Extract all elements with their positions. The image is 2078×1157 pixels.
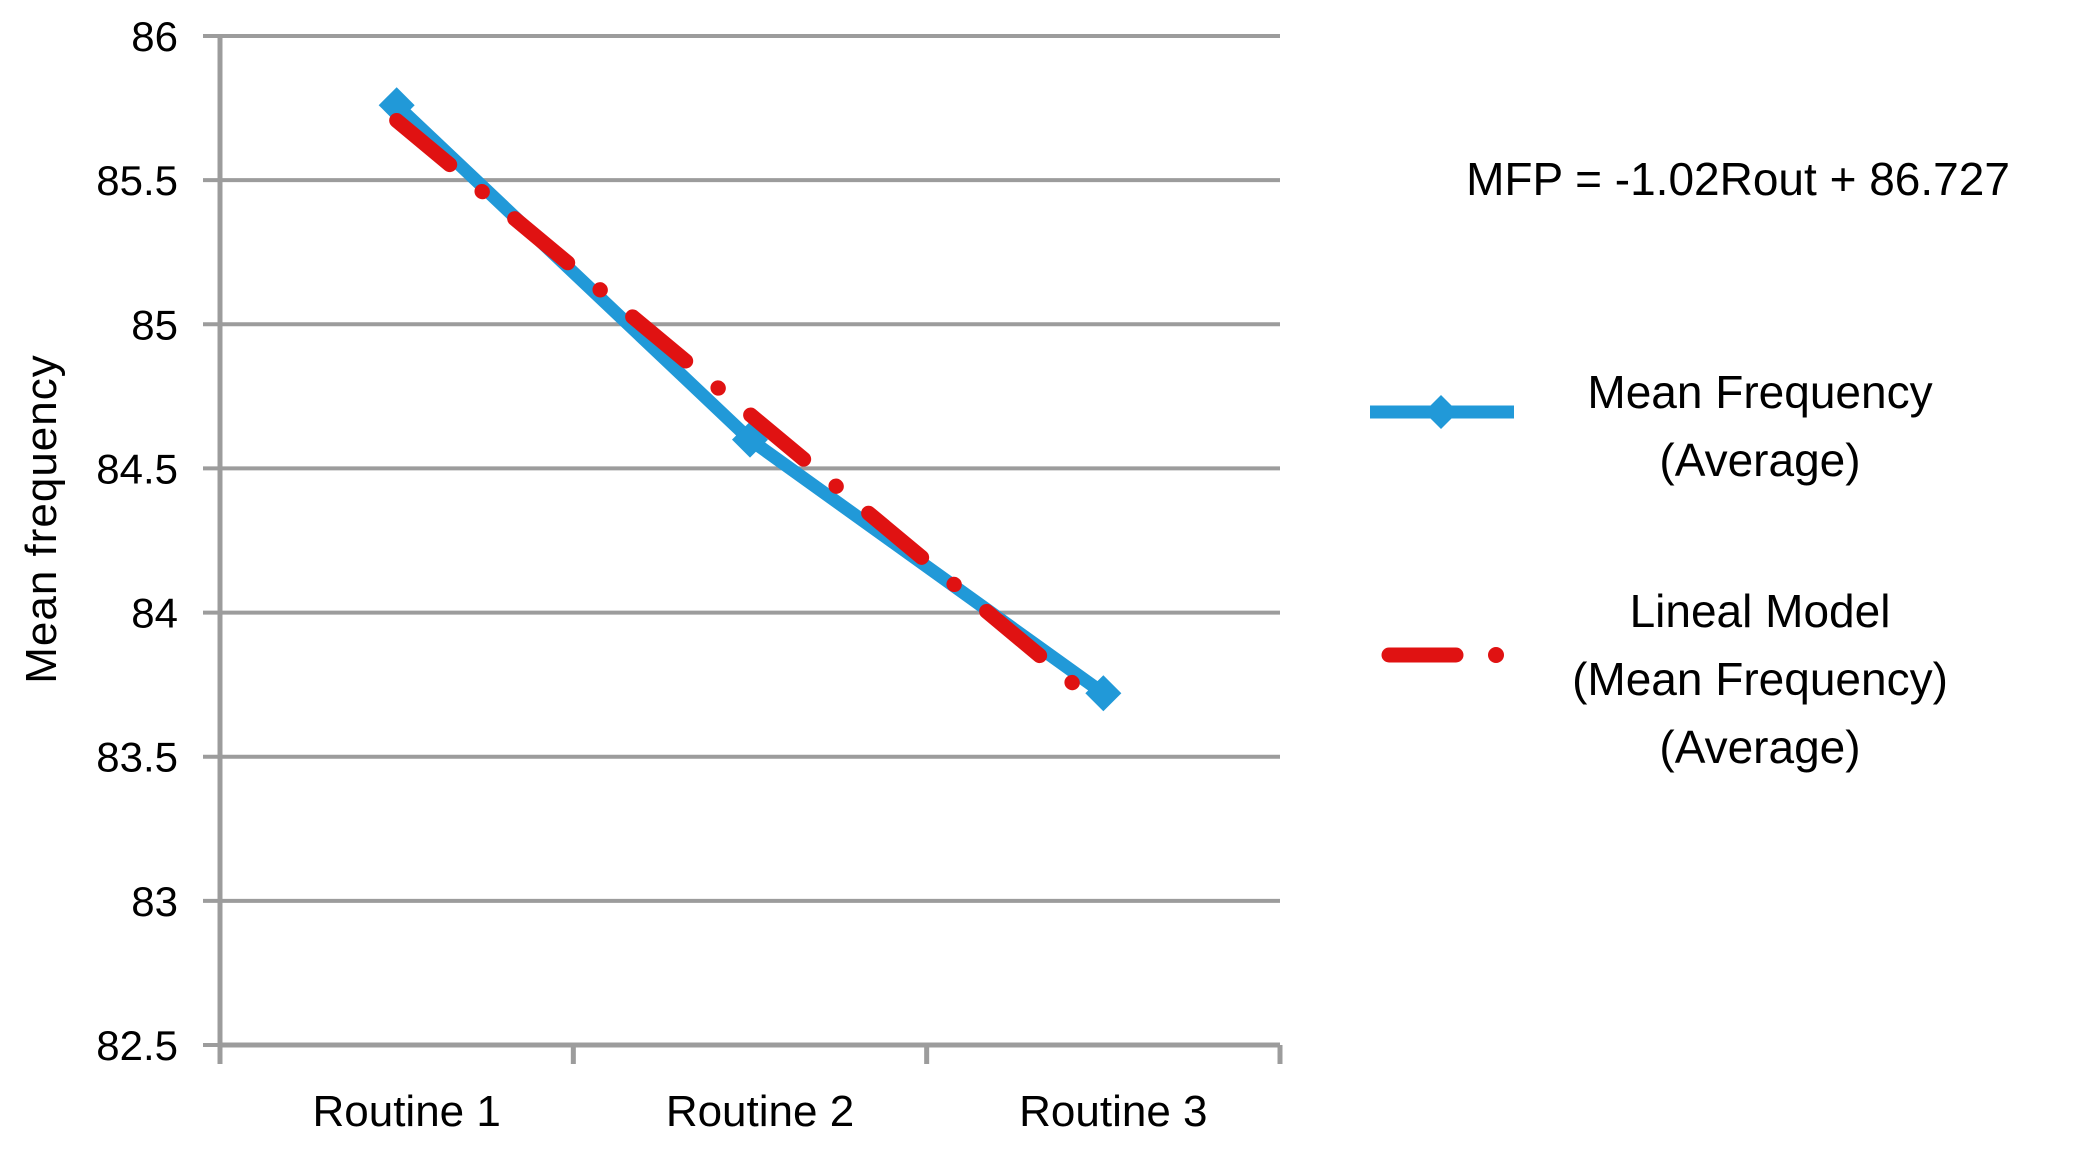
y-tick-label: 85 xyxy=(131,301,178,348)
mean-frequency-line xyxy=(392,100,1108,699)
legend-label-mean-frequency: Mean Frequency (Average) xyxy=(1520,358,2000,494)
trendline-equation-label: MFP = -1.02Rout + 86.727 xyxy=(1466,153,2010,205)
data-point-diamond-marker xyxy=(1085,675,1122,712)
legend-label-line: (Average) xyxy=(1659,434,1861,486)
x-category-label: Routine 1 xyxy=(312,1087,500,1136)
y-tick-label: 83.5 xyxy=(96,734,178,781)
legend-label-line: Mean Frequency xyxy=(1587,366,1933,418)
legend-label-lineal-model: Lineal Model (Mean Frequency) (Average) xyxy=(1520,577,2000,781)
legend: Mean Frequency (Average) Lineal Model (M… xyxy=(1350,340,2078,820)
x-category-label: Routine 3 xyxy=(1019,1087,1207,1136)
lineal-model-trendline xyxy=(389,112,1111,717)
data-point-diamond-marker xyxy=(378,87,415,124)
legend-label-line: (Mean Frequency) xyxy=(1572,653,1948,705)
x-category-label: Routine 2 xyxy=(666,1087,854,1136)
y-tick-label: 83 xyxy=(131,878,178,925)
legend-blue-line-diamond-marker-icon xyxy=(1370,395,1514,429)
legend-label-line: Lineal Model xyxy=(1629,585,1891,637)
y-tick-label: 85.5 xyxy=(96,157,178,204)
y-tick-label: 84.5 xyxy=(96,445,178,492)
legend-red-dash-dot-marker-icon xyxy=(1381,647,1504,663)
y-axis-title: Mean frequency xyxy=(17,354,66,684)
y-tick-label: 84 xyxy=(131,590,178,637)
legend-label-line: (Average) xyxy=(1659,721,1861,773)
y-tick-label: 82.5 xyxy=(96,1022,178,1069)
y-tick-label: 86 xyxy=(131,13,178,60)
